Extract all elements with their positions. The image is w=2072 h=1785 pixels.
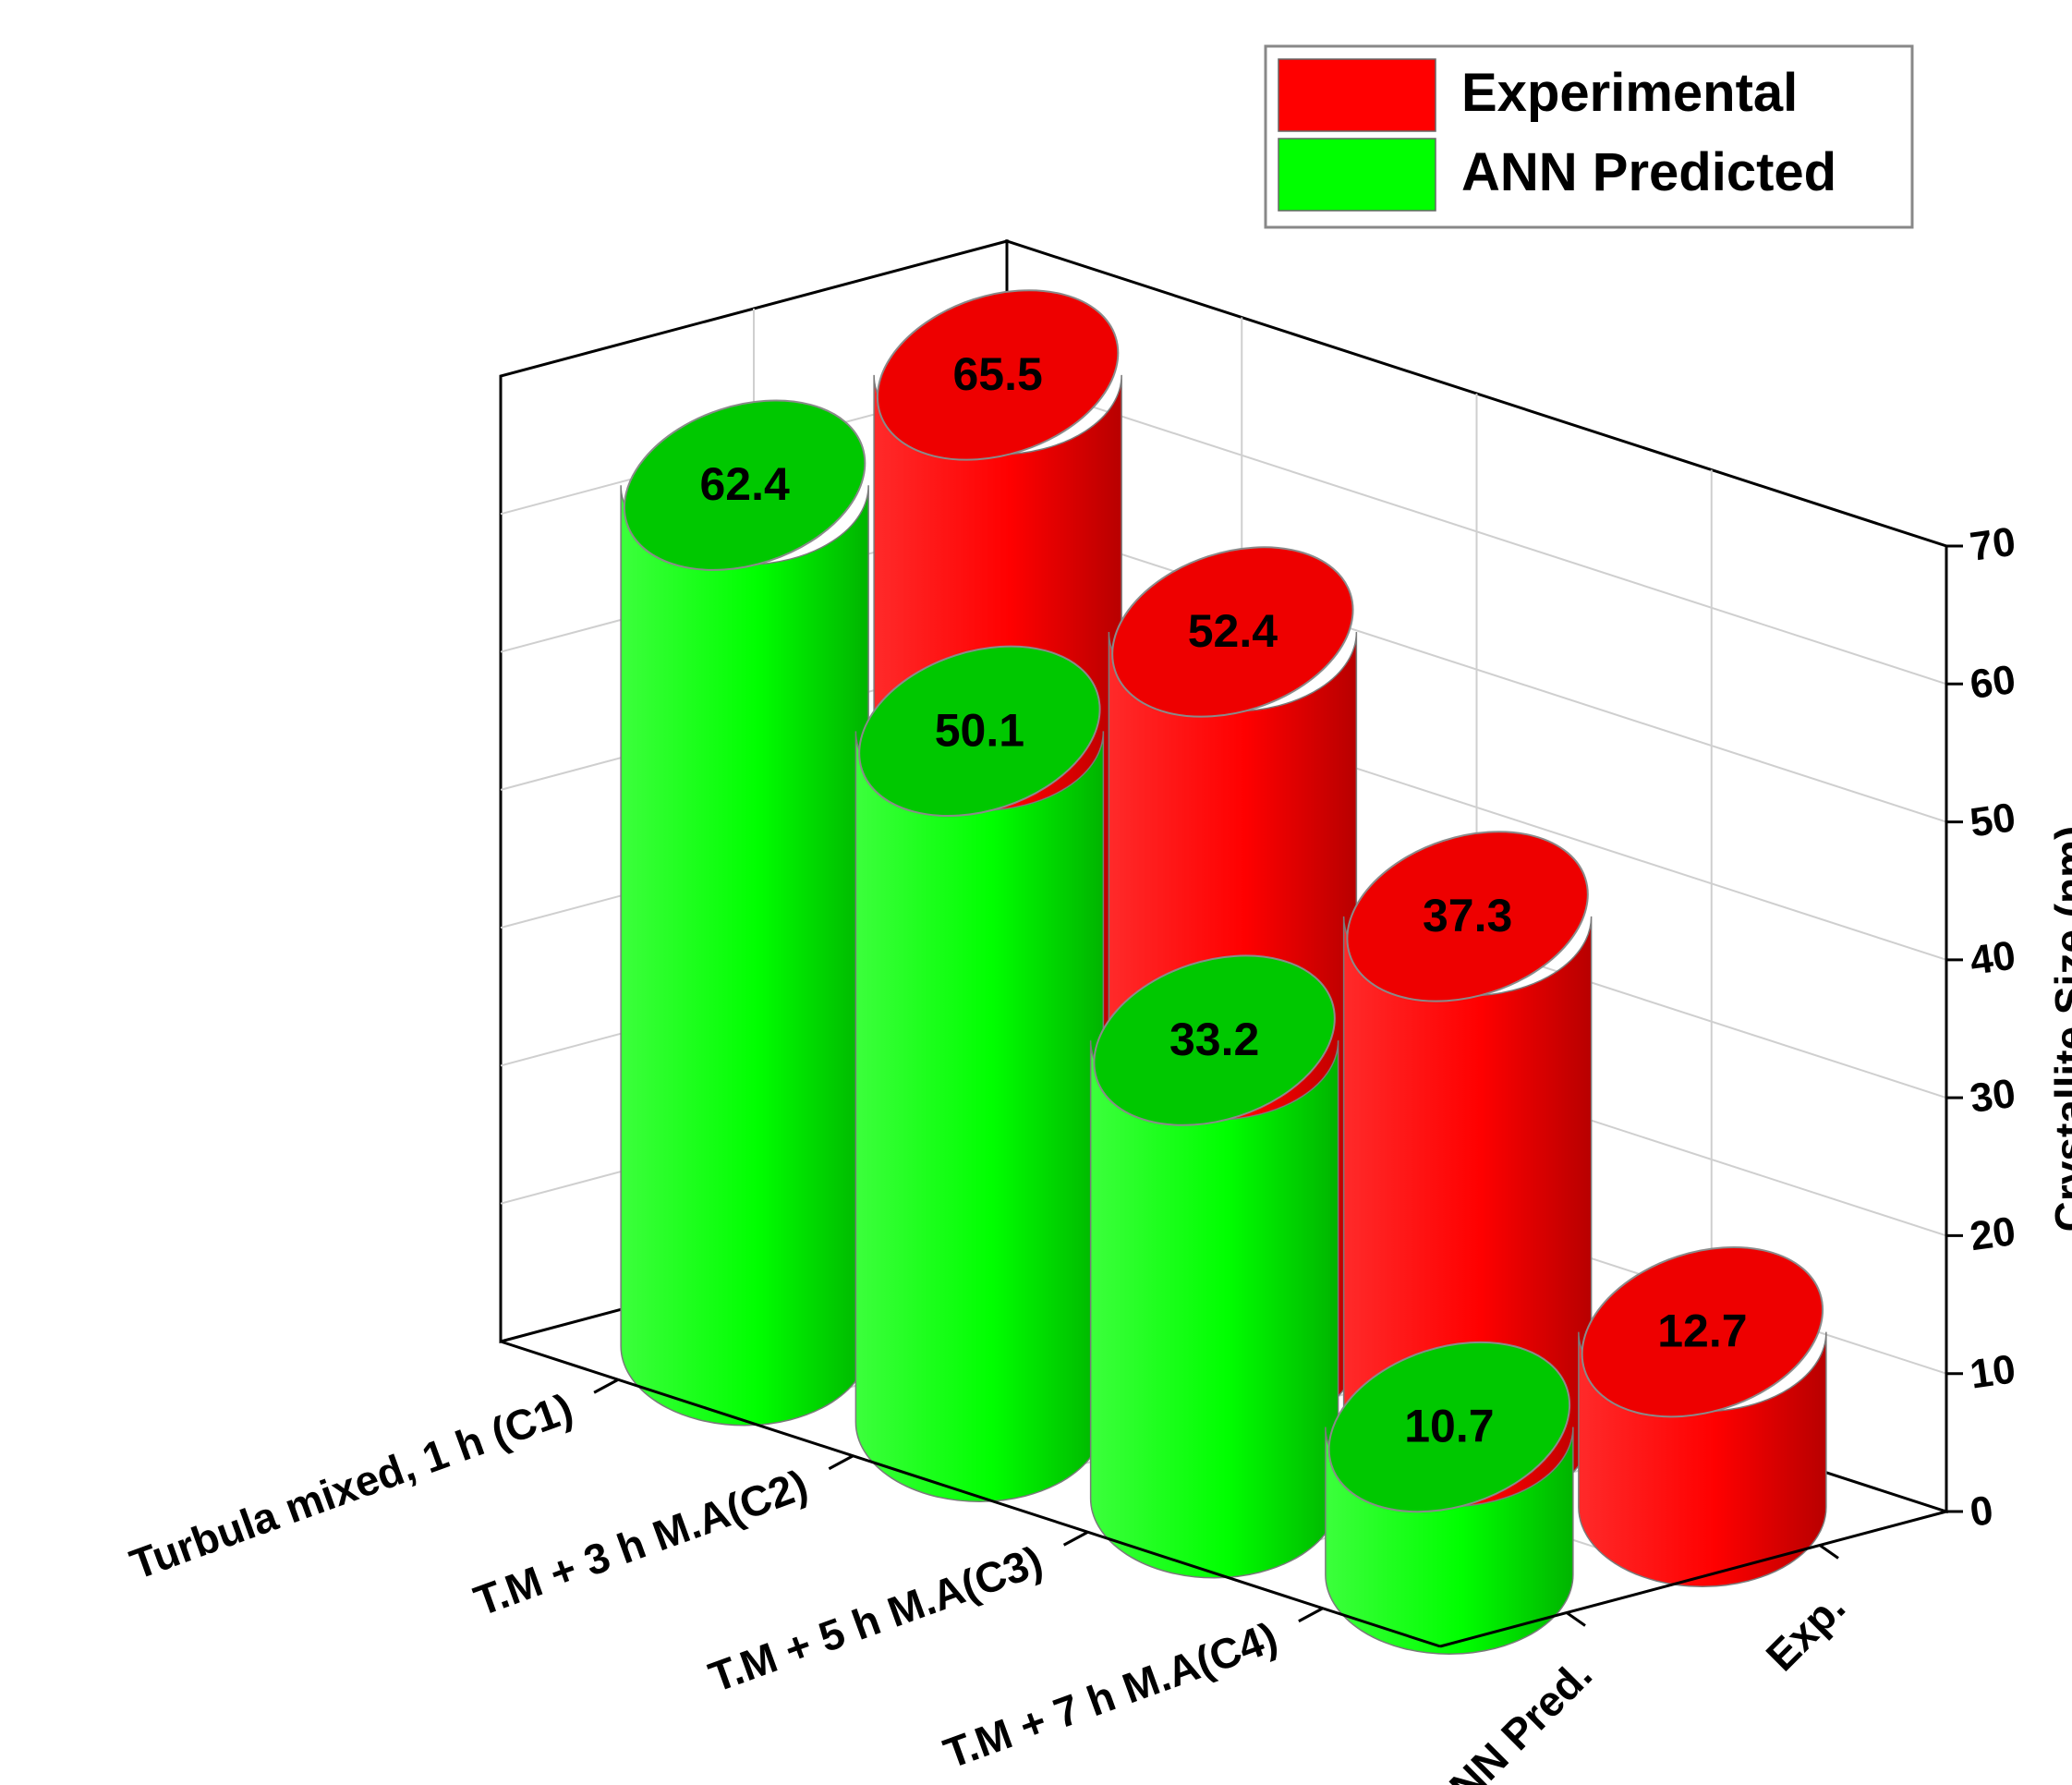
bar-annpred-3: 10.7 bbox=[1325, 1341, 1574, 1655]
value-tick-label-1: 10 bbox=[1968, 1346, 2018, 1397]
cylinder-top bbox=[858, 645, 1101, 818]
value-tick-label-7: 70 bbox=[1968, 519, 2018, 570]
legend-swatch-0 bbox=[1278, 58, 1436, 132]
cylinder-top bbox=[1327, 1341, 1571, 1513]
depth-label-1: Exp. bbox=[1757, 1583, 1854, 1680]
cylinder-body bbox=[620, 485, 869, 1427]
category-tick-3 bbox=[1298, 1607, 1324, 1623]
data-label: 52.4 bbox=[1188, 605, 1278, 657]
legend-swatch-1 bbox=[1278, 138, 1436, 212]
legend-label-1: ANN Predicted bbox=[1461, 142, 1836, 202]
value-tick-label-5: 50 bbox=[1968, 795, 2018, 845]
bar-annpred-2: 33.2 bbox=[1089, 954, 1339, 1579]
category-tick-2 bbox=[1062, 1530, 1089, 1547]
category-label-2: T.M + 5 h M.A(C3) bbox=[703, 1536, 1048, 1702]
category-axis-line bbox=[500, 1340, 1441, 1648]
legend: Experimental ANN Predicted bbox=[1264, 44, 1914, 229]
data-label: 33.2 bbox=[1169, 1014, 1259, 1065]
value-tick-label-6: 60 bbox=[1968, 657, 2018, 708]
depth-label-0: ANN Pred. bbox=[1418, 1650, 1601, 1785]
data-label: 62.4 bbox=[699, 458, 790, 510]
value-tick-label-0: 0 bbox=[1968, 1488, 1996, 1536]
value-axis-title: Crystallite Size (nm) bbox=[2046, 826, 2072, 1232]
bars-layer: 65.5 52.4 37.3 12.7 62.4 50.1 33.2 10.7 bbox=[620, 289, 1827, 1655]
value-tick-label-2: 20 bbox=[1968, 1208, 2018, 1259]
category-tick-1 bbox=[828, 1454, 854, 1471]
cylinder-top bbox=[1111, 546, 1354, 718]
bar-annpred-0: 62.4 bbox=[620, 399, 869, 1427]
depth-axis-line bbox=[1439, 1510, 1947, 1648]
category-label-0: Turbula mixed, 1 h (C1) bbox=[124, 1384, 579, 1589]
cylinder-top bbox=[1581, 1245, 1824, 1418]
depth-tick-0 bbox=[1566, 1611, 1586, 1627]
depth-tick-1 bbox=[1819, 1544, 1839, 1560]
legend-label-0: Experimental bbox=[1461, 63, 1798, 123]
category-tick-0 bbox=[593, 1378, 619, 1394]
data-label: 10.7 bbox=[1404, 1401, 1494, 1452]
data-label: 50.1 bbox=[935, 704, 1024, 756]
data-label: 12.7 bbox=[1657, 1305, 1747, 1357]
cylinder-top bbox=[1093, 954, 1336, 1126]
data-label: 65.5 bbox=[952, 348, 1042, 400]
cylinder-top bbox=[623, 399, 866, 571]
value-tick-label-4: 40 bbox=[1968, 932, 2018, 983]
category-label-3: T.M + 7 h M.A(C4) bbox=[938, 1612, 1283, 1778]
data-label: 37.3 bbox=[1423, 890, 1512, 941]
category-label-1: T.M + 3 h M.A(C2) bbox=[467, 1460, 813, 1625]
bar-annpred-1: 50.1 bbox=[854, 645, 1105, 1503]
cylinder-top bbox=[1346, 831, 1589, 1002]
cylinder-top bbox=[876, 289, 1120, 461]
value-tick-label-3: 30 bbox=[1968, 1071, 2018, 1122]
cylinder-body bbox=[854, 731, 1105, 1503]
bar-exp-3: 12.7 bbox=[1578, 1245, 1827, 1587]
